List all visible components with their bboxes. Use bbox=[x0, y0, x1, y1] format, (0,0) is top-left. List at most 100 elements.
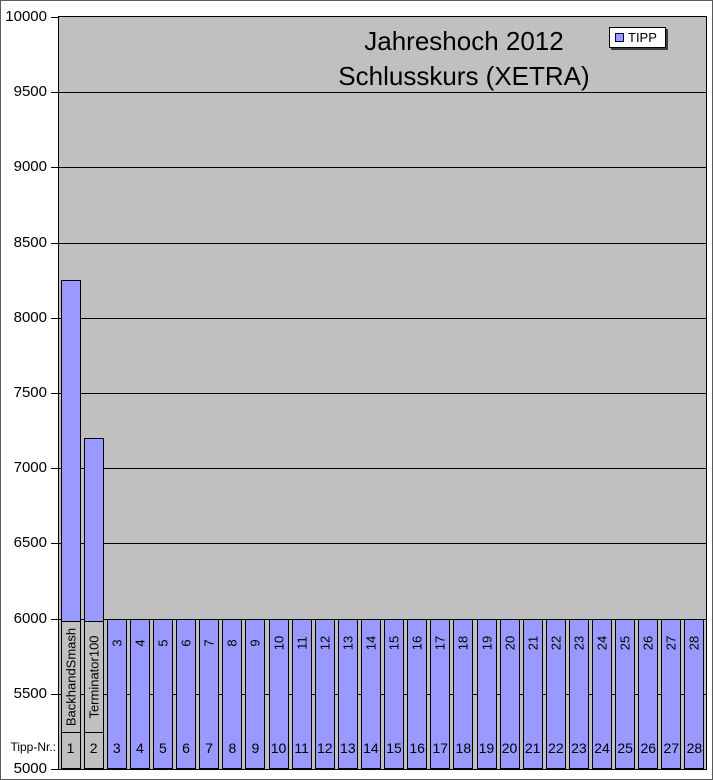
bar bbox=[268, 618, 289, 769]
bar-category-label-wrap: 18 bbox=[453, 622, 473, 664]
bar-category-label-wrap: 14 bbox=[361, 622, 381, 664]
bar bbox=[453, 618, 474, 769]
legend: TIPP bbox=[609, 27, 666, 48]
bar-number-label: 18 bbox=[455, 740, 472, 756]
bar-category-label: 18 bbox=[455, 635, 471, 651]
bar-number-label: 20 bbox=[501, 740, 518, 756]
bar-category-label: 20 bbox=[502, 635, 518, 651]
bar-category-label-wrap: 23 bbox=[569, 622, 589, 664]
bar-category-label: 25 bbox=[617, 635, 633, 651]
gridline bbox=[59, 243, 706, 244]
bar-number-label: 23 bbox=[571, 740, 587, 756]
bar-category-label-wrap: 19 bbox=[477, 622, 497, 664]
gridline bbox=[59, 619, 706, 620]
bar-category-label: 12 bbox=[317, 635, 333, 651]
bar-number-label: 10 bbox=[270, 740, 287, 756]
bar-category-label-wrap: 6 bbox=[176, 622, 196, 664]
bar bbox=[337, 618, 358, 769]
bar-number-label: 16 bbox=[409, 740, 425, 756]
gridline bbox=[59, 393, 706, 394]
bar-number-label: 28 bbox=[686, 740, 703, 756]
bar-category-label: 5 bbox=[155, 639, 171, 647]
category-number-box bbox=[60, 732, 81, 769]
bar bbox=[129, 618, 150, 769]
bar bbox=[153, 618, 173, 769]
chart-title-line2: Schlusskurs (XETRA) bbox=[338, 61, 590, 91]
bar-number-label: 22 bbox=[548, 740, 564, 756]
bar-number-label: 15 bbox=[386, 740, 402, 756]
category-label-box: BackhandSmash bbox=[60, 621, 81, 733]
bar-category-label-wrap: 7 bbox=[199, 622, 219, 664]
bar-number-label: 7 bbox=[205, 740, 214, 756]
bar-category-label-wrap: 5 bbox=[153, 622, 173, 664]
y-tick-mark bbox=[51, 243, 58, 244]
y-tick-label: 5000 bbox=[13, 760, 47, 777]
bar bbox=[106, 618, 127, 769]
bar bbox=[407, 618, 428, 769]
chart-title-line1: Jahreshoch 2012 bbox=[364, 26, 564, 56]
bar-number-label: 6 bbox=[182, 740, 190, 756]
bar-category-label: 14 bbox=[363, 635, 379, 651]
bar-number-label: 4 bbox=[135, 740, 144, 756]
bar-category-label: 24 bbox=[594, 635, 610, 651]
bar bbox=[661, 618, 682, 769]
plot-area: Jahreshoch 2012 Schlusskurs (XETRA) TIPP… bbox=[58, 16, 707, 770]
bar-category-label-wrap: 16 bbox=[407, 622, 427, 664]
bar-number-label: 12 bbox=[316, 740, 333, 756]
bar-number-label: 13 bbox=[340, 740, 356, 756]
legend-series-label: TIPP bbox=[628, 30, 657, 45]
bar-category-label: Terminator100 bbox=[86, 635, 102, 719]
bar-category-label: 17 bbox=[432, 635, 448, 651]
bar-category-label-wrap: 20 bbox=[500, 622, 520, 664]
bar-number-label: 27 bbox=[663, 740, 680, 756]
bar bbox=[245, 618, 266, 769]
y-tick-label: 8500 bbox=[13, 234, 47, 251]
bar-category-label-wrap: 17 bbox=[430, 622, 450, 664]
bar-number-label: 19 bbox=[478, 740, 495, 756]
bar bbox=[684, 618, 705, 769]
y-tick-mark bbox=[51, 92, 58, 93]
bar-category-label: 9 bbox=[247, 639, 263, 647]
gridline bbox=[59, 92, 706, 93]
chart-title: Jahreshoch 2012 Schlusskurs (XETRA) bbox=[164, 24, 712, 94]
bar-category-label-wrap: 8 bbox=[222, 622, 242, 664]
bar-category-label-wrap: 15 bbox=[384, 622, 404, 664]
bar bbox=[638, 618, 659, 769]
y-tick-label: 9500 bbox=[13, 83, 47, 100]
bar-category-label: 8 bbox=[224, 639, 240, 647]
bar-category-label-wrap: 25 bbox=[615, 622, 635, 664]
bar-number-label: 24 bbox=[594, 740, 610, 756]
bar-number-label: 3 bbox=[112, 740, 121, 756]
gridline bbox=[59, 543, 706, 544]
bar-category-label-wrap: 11 bbox=[292, 622, 312, 664]
gridline bbox=[59, 468, 706, 469]
bar-category-label-wrap: 9 bbox=[245, 622, 265, 664]
bar-category-label: 6 bbox=[178, 639, 194, 647]
bar-category-label-wrap: 24 bbox=[592, 622, 612, 664]
bar-category-label: 19 bbox=[479, 635, 494, 651]
bar-number-label: 1 bbox=[66, 740, 75, 756]
bar bbox=[222, 618, 243, 769]
category-number-box bbox=[83, 732, 104, 769]
gridline bbox=[59, 167, 706, 168]
bar bbox=[545, 618, 566, 769]
bar-category-label: 23 bbox=[571, 635, 587, 651]
bar bbox=[522, 618, 543, 769]
bar bbox=[615, 618, 636, 769]
y-tick-mark bbox=[51, 769, 58, 770]
bar bbox=[499, 618, 520, 769]
bar-category-label: BackhandSmash bbox=[63, 627, 79, 727]
bar-category-label: 22 bbox=[548, 635, 564, 651]
bar-category-label-wrap: 13 bbox=[338, 622, 358, 664]
bar bbox=[568, 618, 589, 769]
bar-number-label: 26 bbox=[640, 740, 657, 756]
y-tick-mark bbox=[51, 393, 58, 394]
bar-number-label: 17 bbox=[432, 740, 449, 756]
bar-category-label: 21 bbox=[525, 635, 541, 651]
bar bbox=[291, 618, 312, 769]
bar-category-label: 3 bbox=[109, 639, 125, 647]
bar-category-label-wrap: 12 bbox=[315, 622, 335, 664]
bar bbox=[314, 618, 335, 769]
bar-category-label: 15 bbox=[386, 635, 402, 651]
